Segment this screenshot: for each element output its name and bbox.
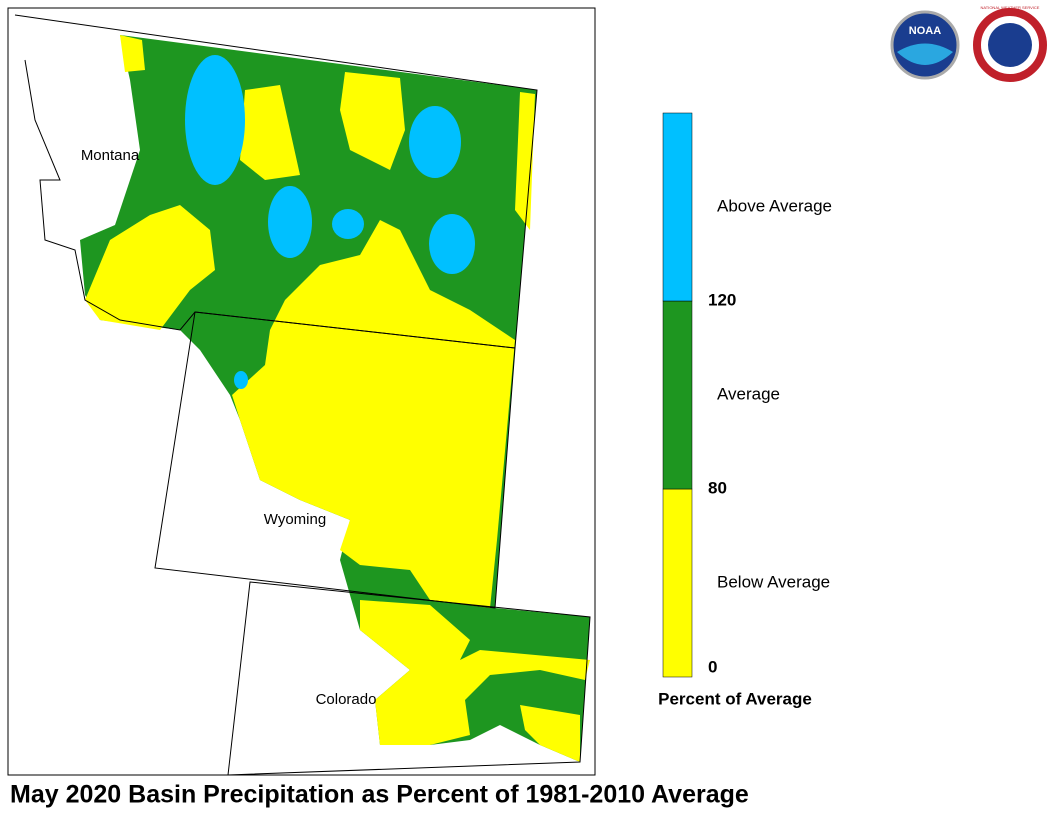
legend: Percent of Average Below Average Average A… xyxy=(658,112,832,708)
precip-areas xyxy=(80,35,590,762)
legend-swatch xyxy=(662,300,693,490)
legend-label: Average xyxy=(717,384,780,403)
below-area xyxy=(85,205,215,330)
state-label: Colorado xyxy=(316,691,377,708)
above-area xyxy=(234,371,248,389)
legend-label: Below Average xyxy=(717,572,830,591)
logo-wave xyxy=(897,43,953,65)
logo-inner xyxy=(988,23,1032,67)
state-label: Wyoming xyxy=(264,511,326,528)
colorado-border xyxy=(227,581,591,776)
above-area xyxy=(409,106,461,178)
above-area xyxy=(332,209,364,239)
legend-tick: 120 xyxy=(708,290,736,309)
figure-title: May 2020 Basin Precipitation as Percent … xyxy=(10,781,749,809)
above-area xyxy=(185,55,245,185)
above-area xyxy=(268,186,312,258)
below-area xyxy=(340,72,405,170)
logo-text: NOAA xyxy=(909,25,941,37)
noaa-logo: NOAA xyxy=(890,10,960,80)
below-area xyxy=(240,85,300,180)
below-area xyxy=(515,92,535,230)
legend-tick: 80 xyxy=(708,478,727,497)
below-area xyxy=(520,705,580,762)
below-area xyxy=(120,35,145,72)
legend-tick: 0 xyxy=(708,657,717,676)
state-borders xyxy=(14,14,591,776)
legend-swatch xyxy=(662,488,693,678)
legend-title: Percent of Average xyxy=(658,689,812,708)
legend-swatch xyxy=(662,112,693,302)
below-area xyxy=(360,600,590,745)
state-label: Montana xyxy=(81,147,140,164)
wyoming-border xyxy=(154,311,516,609)
above-area xyxy=(429,214,475,274)
below-area xyxy=(232,220,515,608)
nws-logo: NATIONAL WEATHER SERVICE xyxy=(973,5,1047,82)
logo-text: NATIONAL WEATHER SERVICE xyxy=(981,5,1040,10)
legend-label: Above Average xyxy=(717,196,832,215)
